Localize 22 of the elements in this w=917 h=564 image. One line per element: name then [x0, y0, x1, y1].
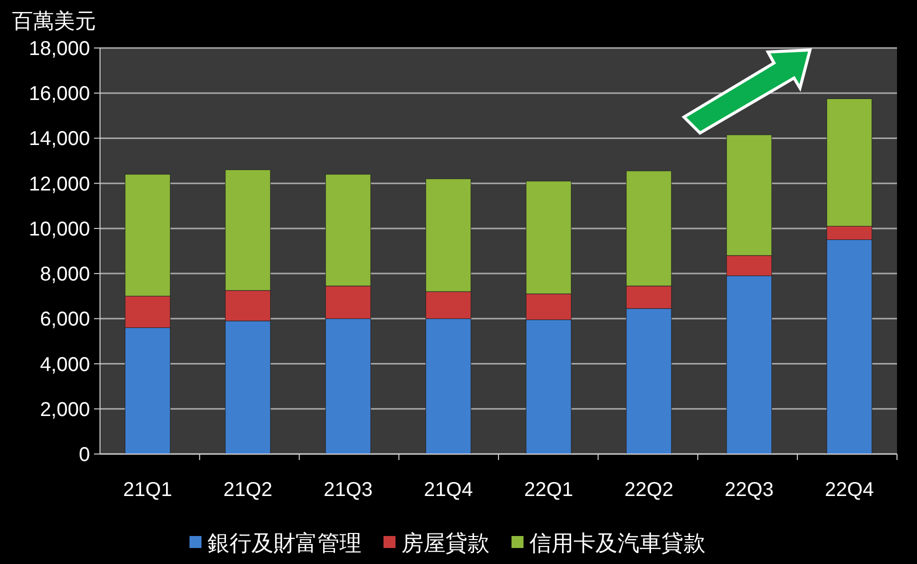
x-tick-label: 21Q2: [223, 479, 272, 501]
legend-label: 房屋貸款: [402, 530, 490, 556]
x-tick-label: 22Q3: [724, 479, 774, 501]
x-tick-label: 22Q4: [824, 479, 874, 501]
y-tick-label: 2,000: [40, 398, 90, 421]
x-tick-label: 21Q4: [424, 479, 473, 501]
y-tick-label: 8,000: [40, 264, 90, 286]
y-tick-label: 12,000: [28, 173, 90, 196]
x-tick-label: 21Q1: [123, 479, 172, 501]
y-tick-label: 14,000: [28, 128, 90, 150]
y-tick-label: 6,000: [40, 308, 90, 331]
y-tick-label: 10,000: [28, 218, 90, 240]
y-tick-label: 0: [78, 444, 90, 466]
x-tick-label: 21Q3: [324, 479, 373, 501]
y-axis-title: 百萬美元: [12, 10, 96, 33]
legend-label: 信用卡及汽車貸款: [530, 530, 706, 556]
legend-label: 銀行及財富管理: [208, 530, 362, 556]
y-tick-label: 18,000: [28, 38, 90, 60]
x-tick-label: 22Q1: [524, 479, 574, 501]
y-tick-label: 16,000: [28, 83, 90, 106]
y-tick-label: 4,000: [40, 354, 90, 376]
x-tick-label: 22Q2: [624, 479, 674, 501]
